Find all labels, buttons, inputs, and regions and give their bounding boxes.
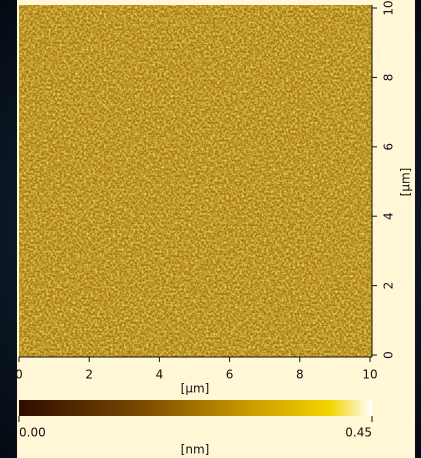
colorbar-tick-label: 0.00 [19,426,46,440]
y-tick-label: 4 [382,212,396,220]
afm-texture [19,5,372,357]
x-tick-label: 6 [226,368,234,382]
x-tick-label: 2 [85,368,93,382]
x-axis-label: [μm] [181,382,210,396]
y-axis-label: [μm] [399,168,413,197]
y-tick-label: 8 [382,74,396,82]
x-tick-label: 4 [156,368,164,382]
y-tick-label: 2 [382,282,396,290]
x-tick-label: 10 [362,368,377,382]
y-tick-label: 10 [382,0,396,15]
colorbar-tick-label: 0.45 [345,426,372,440]
colorbar-label: [nm] [181,443,210,457]
x-tick-label: 8 [296,368,304,382]
y-tick-label: 0 [382,351,396,359]
x-tick-label: 0 [15,368,23,382]
y-tick-label: 6 [382,143,396,151]
colorbar [19,400,372,416]
